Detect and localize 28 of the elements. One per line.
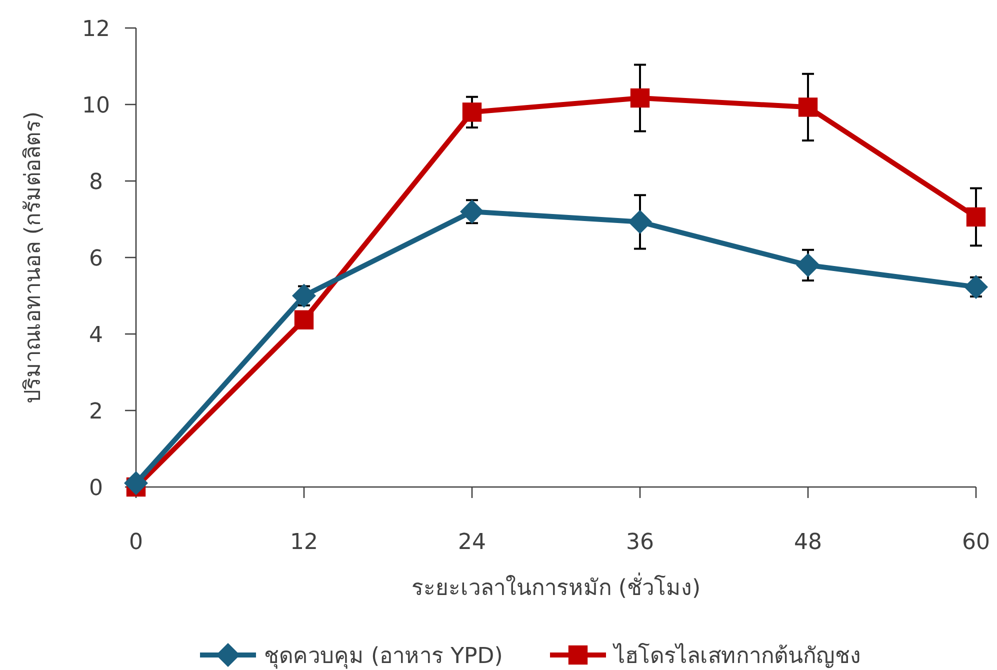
y-tick-label: 12 [82, 17, 110, 42]
point [462, 102, 482, 122]
x-tick-label: 48 [794, 530, 822, 555]
x-tick-label: 36 [626, 530, 654, 555]
y-axis-title: ปริมาณเอทานอล (กรัมต่อลิตร) [21, 111, 46, 404]
point [966, 207, 986, 227]
x-tick-label: 12 [290, 530, 318, 555]
x-axis-title: ระยะเวลาในการหมัก (ชั่วโมง) [411, 572, 701, 601]
y-tick-label: 0 [89, 476, 103, 501]
point [294, 310, 314, 330]
point [796, 253, 820, 278]
y-tick-label: 10 [82, 94, 110, 118]
x-tick-label: 0 [129, 530, 143, 555]
legend-label: ไฮโดรไลเสทกากต้นกัญชง [612, 643, 861, 669]
point [630, 88, 650, 108]
y-tick-label: 8 [89, 170, 103, 195]
point [964, 274, 988, 299]
x-tick-label: 24 [458, 530, 486, 555]
y-tick-label: 6 [89, 246, 103, 272]
legend-label: ชุดควบคุม (อาหาร YPD) [264, 644, 503, 669]
y-tick-label: 2 [89, 400, 103, 424]
point [798, 98, 818, 117]
point [460, 200, 484, 224]
point [124, 471, 148, 496]
point [628, 210, 652, 234]
x-tick-label: 60 [962, 530, 990, 555]
y-tick-label: 4 [89, 323, 103, 348]
point [292, 284, 316, 308]
